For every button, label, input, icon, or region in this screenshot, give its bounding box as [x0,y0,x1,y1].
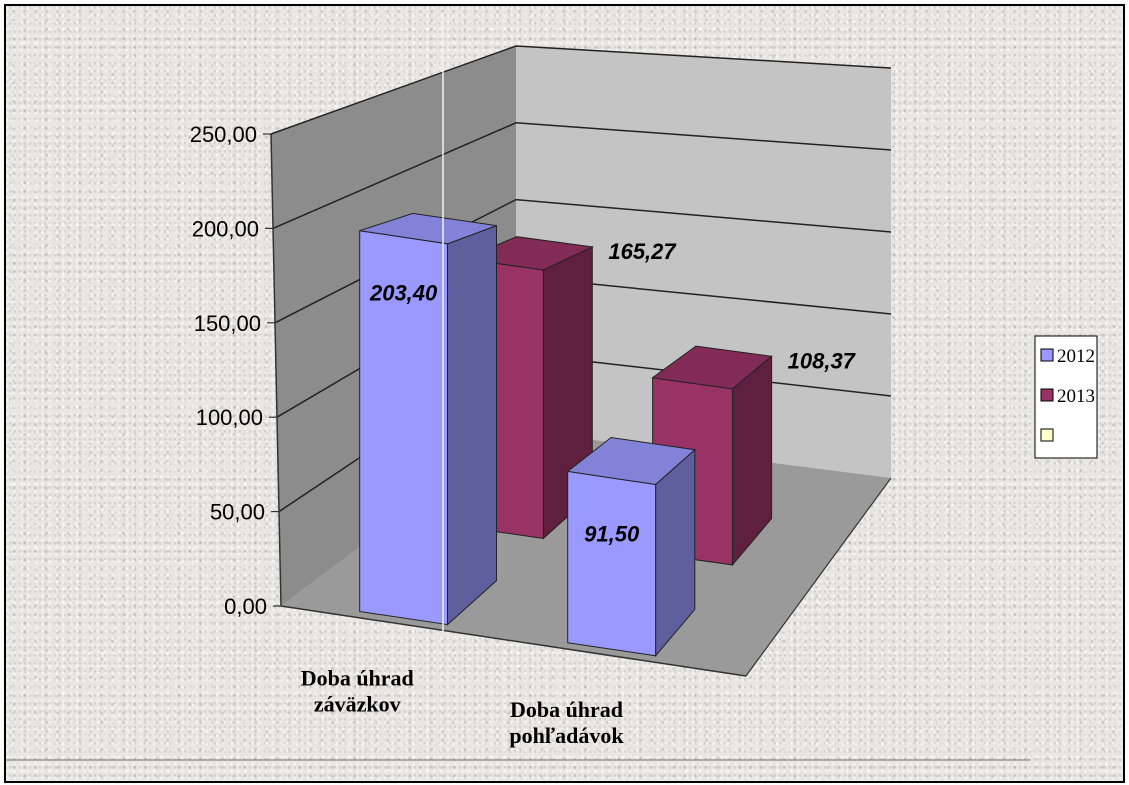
gridline-4 [272,122,892,230]
y-axis [270,133,282,607]
category-label: Doba úhrad [301,666,414,691]
gridline-3 [274,198,892,324]
bar-2012-cat0-side [447,224,497,626]
y-tick-label: 100,00 [196,405,263,430]
bar-2013-cat1-top [651,345,773,390]
legend-label: 2012 [1057,346,1095,367]
floor-edge [745,477,892,677]
legend-swatch [1040,428,1054,442]
legend-swatch [1040,348,1054,362]
data-label: 108,37 [788,348,857,373]
category-label: Doba úhrad [510,697,623,722]
y-tick-label: 0,00 [224,594,267,619]
gridline-5 [270,45,892,135]
y-tick-label: 50,00 [210,500,265,525]
legend-label: 2013 [1057,386,1095,407]
back-wall [516,46,891,478]
data-label: 203,40 [369,281,438,306]
y-tick-label: 250,00 [190,122,257,147]
bar-2012-cat0-top [359,212,497,245]
y-tick-label: 200,00 [192,216,259,241]
bar-2012-cat1-top [566,436,696,486]
data-label: 165,27 [608,239,677,264]
category-label: záväzkov [314,692,401,717]
x-axis [280,605,747,677]
chart-frame: 0,00 50,00 100,00 150,00 200,00 250,00 165,27 1… [4,4,1125,783]
legend-swatch [1040,388,1054,402]
category-label: pohľadávok [509,723,624,748]
bar-2012-cat1-front [567,470,657,657]
y-tick-label: 150,00 [194,311,261,336]
data-label: 91,50 [584,521,640,546]
chart-3d-bar: 0,00 50,00 100,00 150,00 200,00 250,00 165,27 1… [6,12,1098,761]
